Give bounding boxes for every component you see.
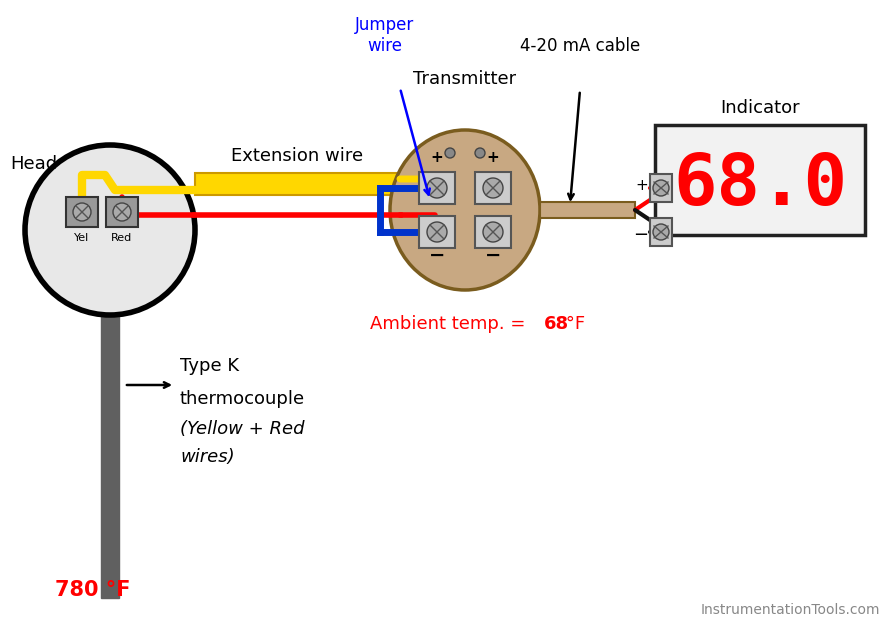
Text: (Yellow + Red: (Yellow + Red	[180, 420, 304, 438]
Circle shape	[483, 178, 503, 198]
Text: 4-20 mA cable: 4-20 mA cable	[520, 37, 640, 55]
Bar	[101, 305, 119, 598]
Text: Head: Head	[10, 155, 57, 173]
Text: −: −	[633, 226, 648, 244]
Bar	[66, 197, 98, 227]
Text: Yel: Yel	[75, 233, 90, 243]
Bar	[475, 216, 511, 248]
Text: thermocouple: thermocouple	[180, 390, 305, 408]
Text: Type K: Type K	[180, 357, 239, 375]
Text: Indicator: Indicator	[720, 99, 800, 117]
Circle shape	[73, 203, 91, 221]
Text: 68.0: 68.0	[673, 151, 847, 220]
Bar	[540, 202, 635, 218]
Bar	[419, 216, 455, 248]
Text: +: +	[635, 178, 648, 193]
Ellipse shape	[390, 130, 540, 290]
Text: Ambient temp. =: Ambient temp. =	[370, 315, 531, 333]
Circle shape	[445, 148, 455, 158]
Circle shape	[483, 222, 503, 242]
Text: Red: Red	[111, 233, 133, 243]
Text: 68: 68	[544, 315, 569, 333]
Text: −: −	[429, 246, 445, 264]
Text: wires): wires)	[180, 448, 235, 466]
Bar	[650, 218, 672, 246]
Text: −: −	[485, 246, 501, 264]
Circle shape	[427, 222, 447, 242]
Text: +: +	[487, 151, 499, 166]
Circle shape	[653, 180, 669, 196]
Circle shape	[25, 145, 195, 315]
Text: InstrumentationTools.com: InstrumentationTools.com	[700, 603, 880, 617]
Bar	[195, 173, 400, 195]
Text: °F: °F	[560, 315, 585, 333]
Text: Extension wire: Extension wire	[231, 147, 363, 165]
Bar	[419, 172, 455, 204]
Text: Jumper
wire: Jumper wire	[355, 16, 415, 55]
Bar	[650, 174, 672, 202]
Text: +: +	[431, 151, 443, 166]
Circle shape	[427, 178, 447, 198]
Text: Transmitter: Transmitter	[414, 70, 516, 88]
Text: 780 °F: 780 °F	[55, 580, 131, 600]
Bar	[475, 172, 511, 204]
Circle shape	[653, 224, 669, 240]
Circle shape	[475, 148, 485, 158]
Bar	[106, 197, 138, 227]
Bar	[655, 125, 865, 235]
Circle shape	[113, 203, 131, 221]
